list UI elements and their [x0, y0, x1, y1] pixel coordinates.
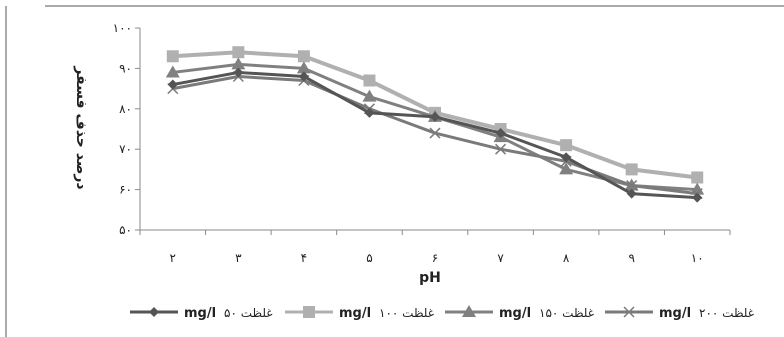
series-3-point: [559, 162, 574, 175]
x-tick-label: ۸: [563, 251, 570, 265]
legend-marker: [149, 307, 159, 317]
series-1-point: [692, 192, 703, 203]
x-tick-label: ۶: [432, 251, 438, 265]
legend-marker: [303, 306, 315, 318]
legend-entry-4: mg/l غلظت ۲۰۰: [605, 306, 754, 321]
x-tick-label: ۵: [366, 251, 372, 265]
x-tick-label: ۹: [628, 251, 634, 265]
x-axis-title: pH: [419, 270, 441, 286]
y-tick-label: ۹۰: [119, 61, 132, 75]
series-2-point: [297, 50, 310, 63]
series-1-point: [561, 152, 572, 163]
legend-unit: mg/l: [184, 306, 216, 321]
legend-label: غلظت ۱۵۰: [539, 306, 594, 320]
series-4: [167, 70, 703, 200]
y-tick-label: ۶۰: [119, 183, 132, 197]
axes: ۵۰ ۶۰ ۷۰ ۸۰ ۹۰ ۱۰۰ ۲ ۳ ۴ ۵ ۶ ۷ ۸ ۹ ۱۰: [113, 21, 731, 265]
legend-unit: mg/l: [659, 306, 691, 321]
x-tick-label: ۳: [235, 251, 242, 265]
series-3-line: [172, 62, 698, 192]
series-1-point: [298, 71, 309, 82]
legend-label: غلظت ۵۰: [224, 306, 273, 320]
y-tick-label: ۸۰: [119, 102, 132, 116]
series-1-point: [495, 128, 506, 139]
series-1-point: [626, 188, 637, 199]
series-1-point: [167, 79, 178, 90]
series-1: [167, 67, 703, 203]
series-2-point: [232, 46, 245, 59]
series-1-point: [430, 111, 440, 122]
series-4-point: [495, 143, 507, 155]
legend-entry-1: mg/l غلظت ۵۰: [130, 306, 273, 321]
series-1-point: [233, 67, 244, 78]
series-4-line: [172, 74, 698, 196]
y-tick-label: ۷۰: [119, 142, 132, 156]
series-3-point: [165, 65, 180, 78]
y-axis-title: درصد حذف فسفر: [73, 65, 89, 189]
marker-stroke: [623, 306, 635, 318]
series-layer: [165, 46, 705, 203]
legend-label: غلظت ۱۰۰: [379, 306, 434, 320]
legend-label: غلظت ۲۰۰: [699, 306, 754, 320]
series-2-point: [363, 74, 376, 87]
series-3-point: [231, 57, 246, 70]
series-2-point: [691, 171, 704, 184]
y-tick-label: ۱۰۰: [113, 21, 132, 35]
legend-entry-2: mg/l غلظت ۱۰۰: [285, 306, 434, 321]
series-1-line: [172, 70, 698, 200]
series-3-point: [362, 89, 377, 102]
legend-marker: [623, 306, 635, 318]
legend: mg/l غلظت ۵۰ mg/l غلظت ۱۰۰ mg/l غلظت ۱۵۰ mg/l غ…: [130, 305, 754, 321]
series-2-point: [166, 50, 179, 63]
x-tick-label: ۴: [301, 251, 307, 265]
series-3-point: [296, 61, 311, 74]
series-4-point: [429, 127, 441, 139]
x-tick-label: ۱۰: [691, 251, 704, 265]
x-tick-label: ۷: [497, 251, 504, 265]
legend-unit: mg/l: [339, 306, 371, 321]
series-4-point: [626, 180, 638, 192]
y-tick-label: ۵۰: [119, 223, 132, 237]
legend-unit: mg/l: [499, 306, 531, 321]
series-2-point: [560, 139, 573, 152]
marker-stroke: [495, 143, 507, 155]
legend-entry-3: mg/l غلظت ۱۵۰: [445, 305, 594, 321]
series-3-point: [690, 182, 705, 195]
x-tick-label: ۲: [170, 251, 176, 265]
series-1-point: [364, 107, 375, 118]
marker-stroke: [626, 180, 638, 192]
marker-stroke: [429, 127, 441, 139]
legend-marker: [462, 305, 476, 317]
series-2-point: [625, 163, 638, 176]
